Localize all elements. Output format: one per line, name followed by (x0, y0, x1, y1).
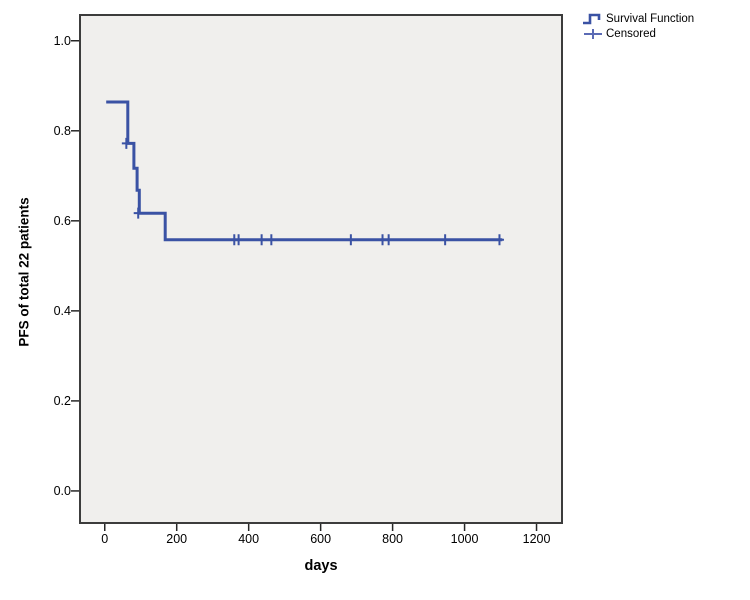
x-tick-label: 1200 (522, 532, 551, 546)
legend-label-censored: Censored (606, 27, 656, 40)
x-tick-label: 400 (238, 532, 260, 546)
legend-item-survival-function: Survival Function (582, 12, 694, 26)
survival-function-legend-icon (583, 13, 601, 25)
x-tick-label: 800 (382, 532, 404, 546)
legend: Survival Function Censored (582, 12, 694, 42)
x-axis-title: days (304, 558, 338, 574)
censored-legend-icon (584, 29, 602, 39)
y-tick-label: 0.0 (53, 483, 71, 498)
y-tick-label: 1.0 (53, 33, 71, 48)
x-tick-label: 600 (310, 532, 332, 546)
y-tick-label: 0.4 (53, 303, 71, 318)
y-tick-label: 0.6 (53, 213, 71, 228)
y-axis-title: PFS of total 22 patients (16, 197, 32, 347)
y-tick-label: 0.8 (53, 123, 71, 138)
legend-item-censored: Censored (582, 27, 694, 41)
plot-area (79, 14, 563, 524)
legend-label-survival-function: Survival Function (606, 12, 695, 25)
x-tick-label: 200 (166, 532, 188, 546)
y-tick-label: 0.2 (53, 393, 71, 408)
x-tick-label: 1000 (450, 532, 479, 546)
x-tick-label: 0 (101, 532, 109, 546)
